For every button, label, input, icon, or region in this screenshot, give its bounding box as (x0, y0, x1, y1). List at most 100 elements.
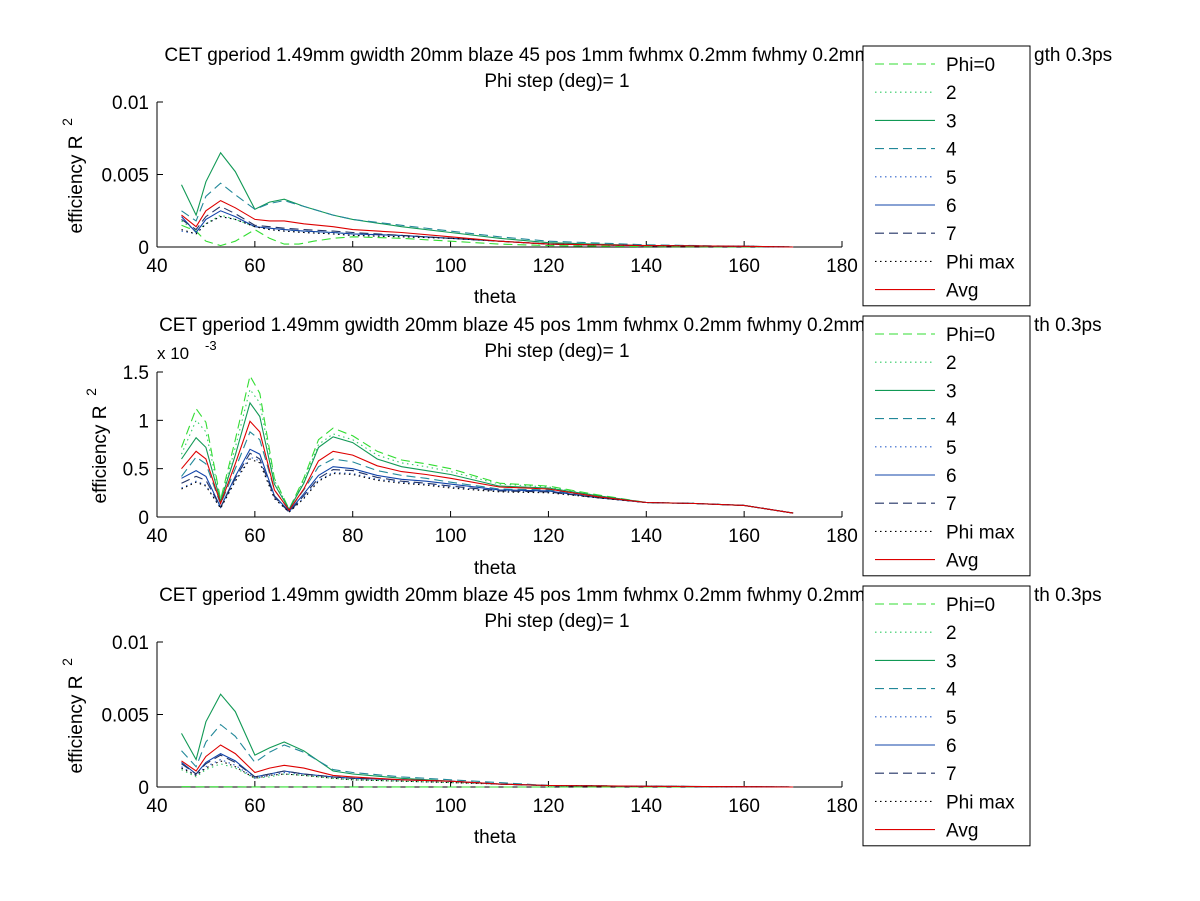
series-line-avg (181, 199, 794, 248)
legend-entry: 5 (946, 708, 957, 729)
x-tick-label: 60 (244, 526, 265, 547)
legend-entry: Avg (946, 551, 978, 572)
legend-entry: 4 (946, 410, 957, 431)
legend-entry: 5 (946, 438, 957, 459)
series-line-2 (181, 763, 794, 788)
y-tick-label: 0 (138, 508, 149, 529)
y-exponent-superscript: -3 (205, 338, 217, 353)
y-axis-label: efficiency R (66, 136, 87, 234)
x-tick-label: 120 (533, 796, 565, 817)
series-line-phi-max (181, 216, 794, 248)
series-line-phi-0 (180, 374, 794, 514)
plot-area (157, 642, 842, 787)
chart-title-tail: gth 0.3ps (1034, 45, 1112, 66)
series-line-7 (181, 205, 794, 248)
plot-area (157, 372, 842, 517)
legend-entry: Avg (946, 281, 978, 302)
chart-title: CET gperiod 1.49mm gwidth 20mm blaze 45 … (159, 315, 955, 336)
y-axis-label-superscript: 2 (59, 118, 75, 126)
legend-entry: Phi max (946, 522, 1015, 543)
x-tick-label: 40 (146, 256, 167, 277)
y-tick-label: 0.01 (112, 93, 149, 114)
legend-entry: 2 (946, 623, 957, 644)
legend-entry: 2 (946, 353, 957, 374)
series-line-avg (181, 744, 794, 788)
legend-entry: Phi=0 (946, 55, 995, 76)
chart-title: CET gperiod 1.49mm gwidth 20mm blaze 45 … (159, 585, 955, 606)
y-axis-label-superscript: 2 (83, 388, 99, 396)
series-line-7 (181, 452, 794, 514)
legend-entry: Phi max (946, 252, 1015, 273)
legend-box (862, 45, 1031, 307)
x-tick-label: 100 (435, 256, 467, 277)
chart-title: CET gperiod 1.49mm gwidth 20mm blaze 45 … (164, 45, 949, 66)
y-axis-label: efficiency R (90, 406, 111, 504)
y-tick-label: 0 (138, 238, 149, 259)
y-tick-label: 0.5 (123, 460, 149, 481)
series-line-5 (181, 456, 794, 514)
y-tick-label: 0 (138, 778, 149, 799)
x-tick-label: 120 (533, 256, 565, 277)
x-tick-label: 80 (342, 796, 363, 817)
x-tick-label: 140 (630, 526, 662, 547)
x-tick-label: 140 (630, 796, 662, 817)
x-tick-label: 160 (728, 796, 760, 817)
legend-entry: 7 (946, 764, 957, 785)
legend-entry: 4 (946, 140, 957, 161)
chart-panel-2: 40 60 80 100 120 140 160 180 0 0.5 1 1.5 x 10 -3 CET g… (83, 315, 1102, 579)
series-line-6 (181, 448, 794, 514)
y-tick-label: 0.01 (112, 633, 149, 654)
y-tick-label: 0.005 (101, 706, 149, 727)
chart-subtitle: Phi step (deg)= 1 (484, 611, 629, 632)
x-tick-label: 140 (630, 256, 662, 277)
legend-entry: 3 (946, 381, 957, 402)
series-line-4 (181, 723, 794, 788)
y-tick-label: 1.5 (123, 363, 149, 384)
x-tick-label: 180 (826, 526, 858, 547)
y-exponent-label: x 10 (157, 344, 189, 363)
chart-title-tail: th 0.3ps (1034, 315, 1102, 336)
legend-entry: 3 (946, 111, 957, 132)
x-tick-label: 40 (146, 796, 167, 817)
legend-box (862, 585, 1031, 847)
x-axis-label: theta (474, 287, 517, 308)
x-tick-label: 100 (435, 526, 467, 547)
legend-entry: Avg (946, 821, 978, 842)
x-tick-label: 180 (826, 256, 858, 277)
x-tick-label: 120 (533, 526, 565, 547)
legend-entry: Phi max (946, 792, 1015, 813)
series-line-avg (181, 420, 794, 514)
legend-entry: 5 (946, 168, 957, 189)
legend-box (862, 315, 1031, 577)
legend-entry: Phi=0 (946, 325, 995, 346)
x-axis-label: theta (474, 558, 517, 579)
legend-entry: 6 (946, 466, 957, 487)
chart-subtitle: Phi step (deg)= 1 (484, 71, 629, 92)
chart-panel-1: 40 60 80 100 120 140 160 180 0 0.005 0.01 CET gperi… (59, 45, 1112, 308)
legend-entry: 6 (946, 736, 957, 757)
x-tick-label: 160 (728, 256, 760, 277)
y-tick-label: 0.005 (101, 166, 149, 187)
x-tick-label: 60 (244, 256, 265, 277)
x-axis-label: theta (474, 827, 517, 848)
x-tick-label: 80 (342, 526, 363, 547)
y-axis-label-superscript: 2 (59, 658, 75, 666)
x-tick-label: 100 (435, 796, 467, 817)
legend-entry: 7 (946, 224, 957, 245)
chart-panel-3: 40 60 80 100 120 140 160 180 0 0.005 0.01 CET gperi… (59, 585, 1102, 848)
x-tick-label: 60 (244, 796, 265, 817)
series-line-phi-0 (181, 224, 794, 248)
plot-area (157, 102, 842, 247)
legend-entry: 6 (946, 196, 957, 217)
legend-entry: 2 (946, 83, 957, 104)
x-tick-label: 180 (826, 796, 858, 817)
x-tick-label: 40 (146, 526, 167, 547)
legend-entry: 3 (946, 651, 957, 672)
y-axis-label: efficiency R (66, 676, 87, 774)
legend-entry: 4 (946, 680, 957, 701)
chart-subtitle: Phi step (deg)= 1 (484, 341, 629, 362)
y-tick-label: 1 (138, 411, 149, 432)
x-tick-label: 160 (728, 526, 760, 547)
x-tick-label: 80 (342, 256, 363, 277)
